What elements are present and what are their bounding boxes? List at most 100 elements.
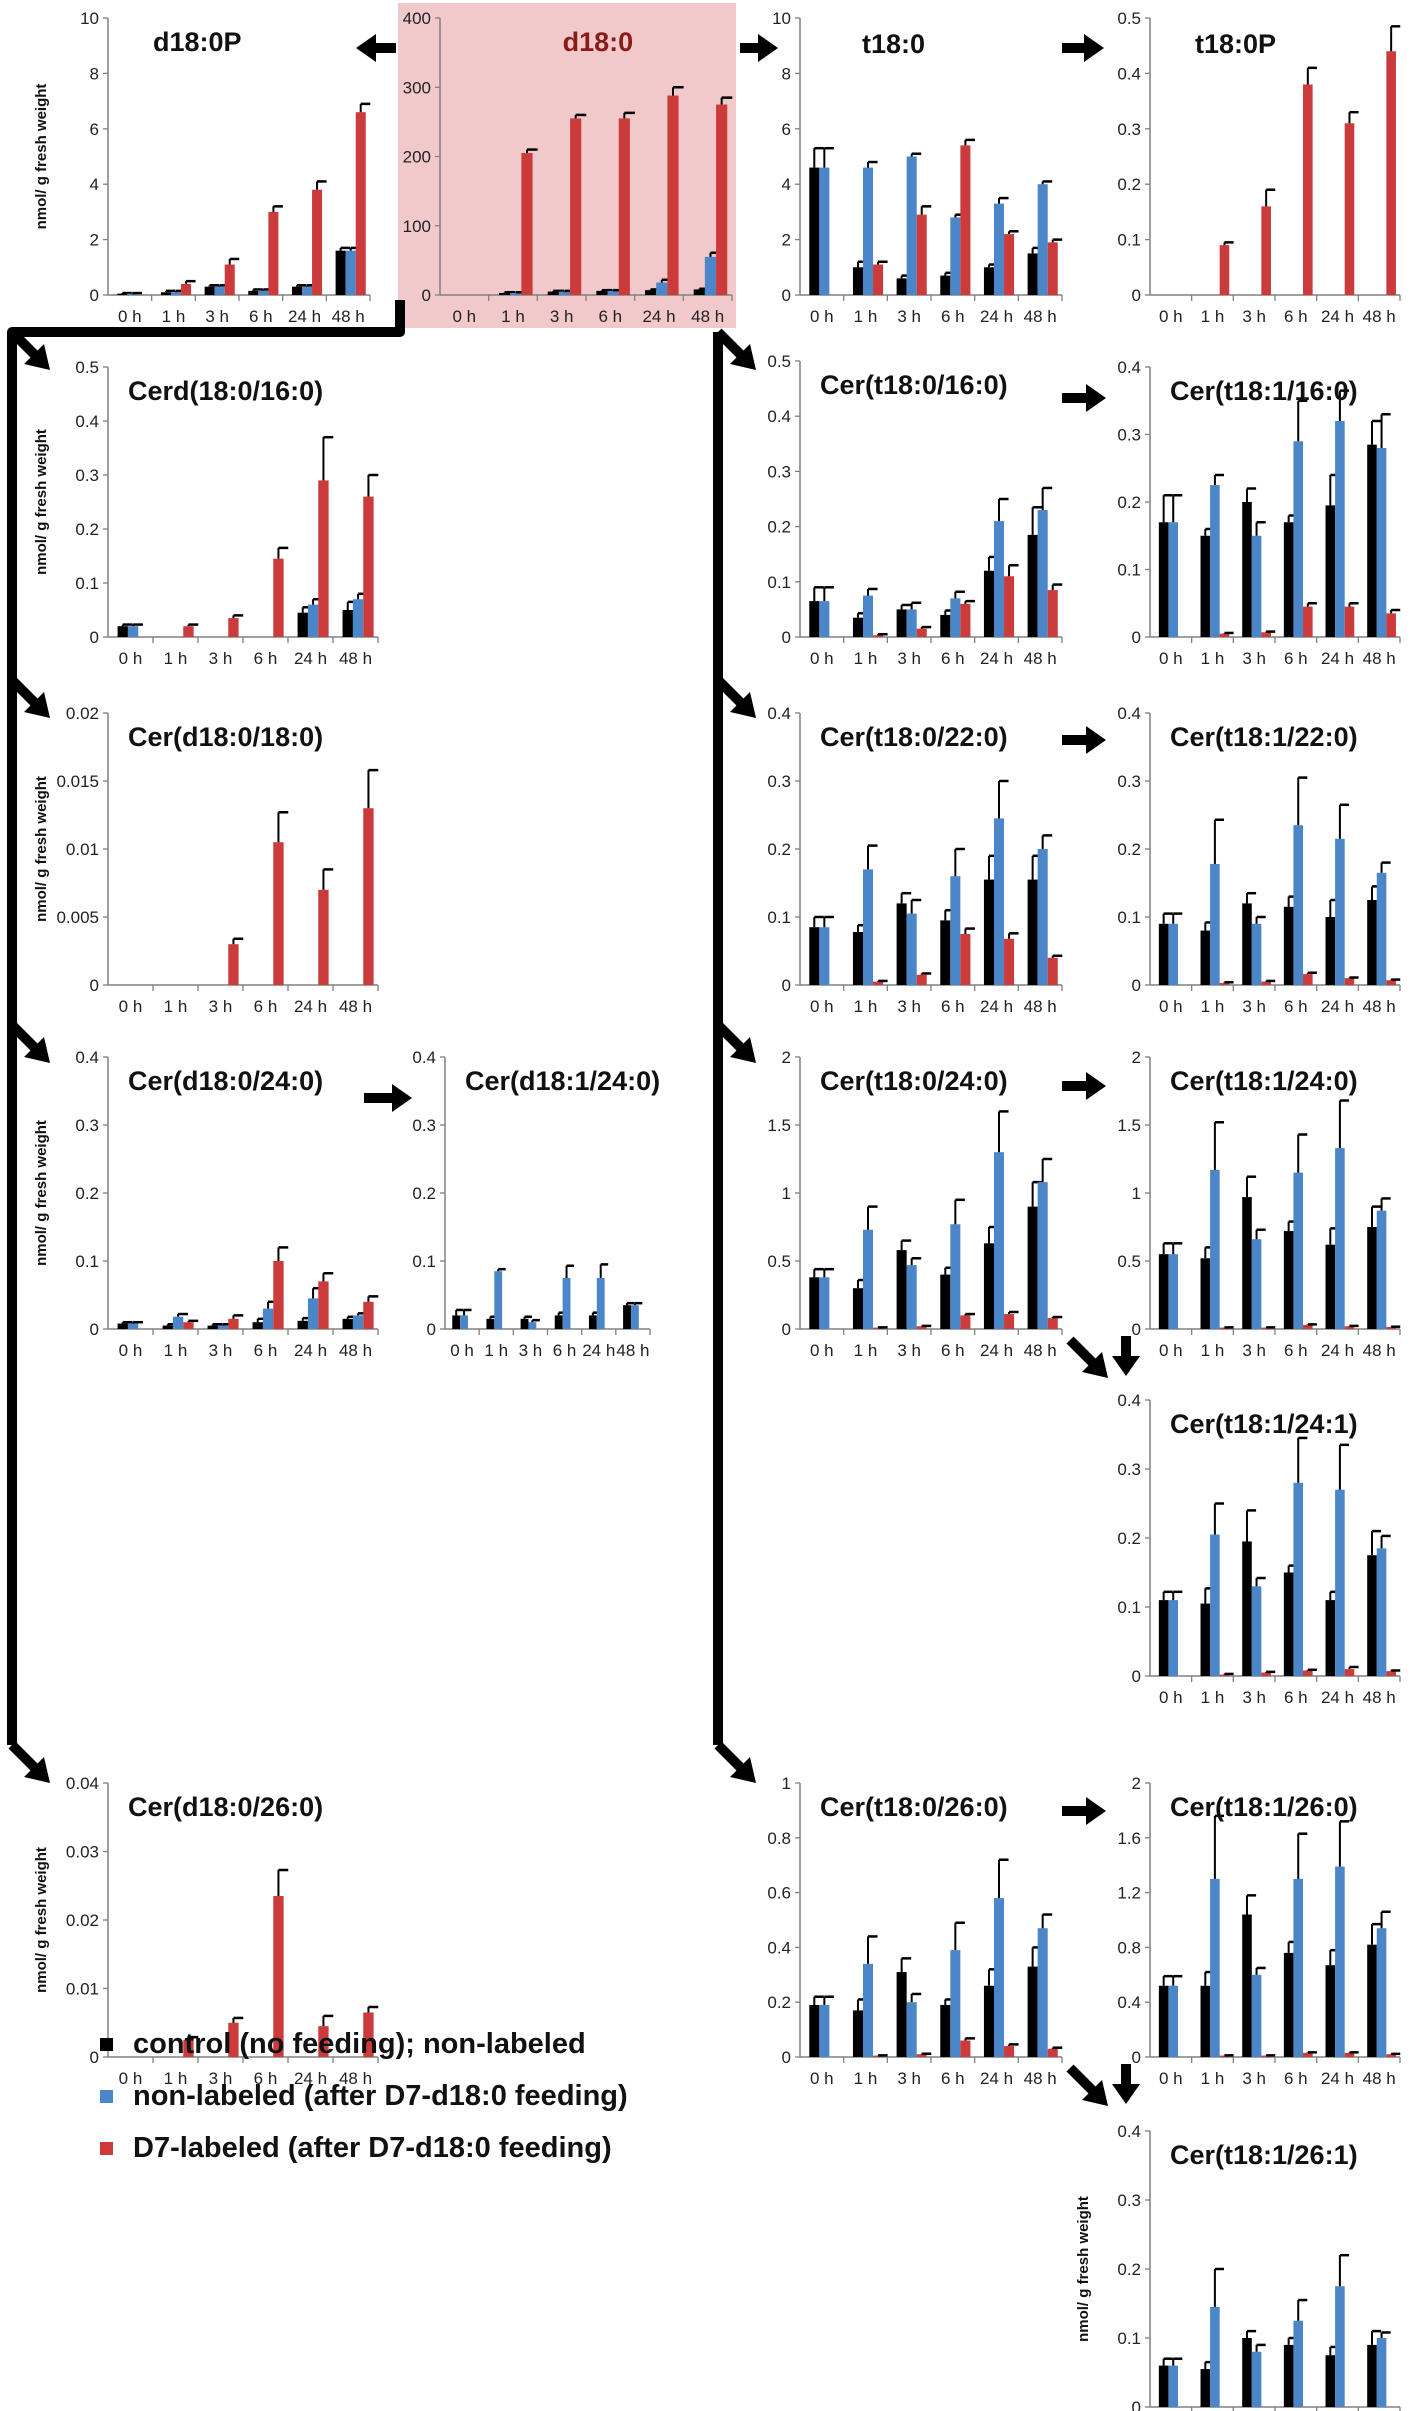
x-tick-label: 6 h [249, 307, 273, 326]
x-tick-label: 1 h [854, 2069, 878, 2088]
chart-title: Cer(t18:0/22:0) [820, 722, 1008, 752]
bar-control [1325, 1965, 1336, 2057]
bar-labeled [228, 1318, 239, 1329]
bar-nonlabeled [1335, 1148, 1345, 1329]
y-tick-label: 0.3 [767, 772, 791, 791]
x-tick-label: 3 h [550, 307, 574, 326]
x-tick-label: 6 h [254, 2069, 278, 2088]
bar-labeled [1047, 242, 1058, 295]
y-tick-label: 0.4 [1117, 1391, 1141, 1410]
y-tick-label: 0.4 [1117, 64, 1141, 83]
y-axis-label: nmol/ g fresh weight [33, 429, 50, 575]
y-tick-label: 0.4 [1117, 358, 1141, 377]
y-tick-label: 0.015 [56, 772, 99, 791]
bar-control [983, 570, 994, 637]
bar-nonlabeled [301, 286, 313, 295]
bar-labeled [1303, 974, 1313, 985]
chart-title: Cer(t18:1/24:0) [1170, 1066, 1358, 1096]
x-tick-label: 6 h [1284, 1688, 1308, 1707]
y-tick-label: 0.2 [767, 518, 791, 537]
chart-title: Cer(t18:1/16:0) [1170, 376, 1358, 406]
legend-label-labeled: D7-labeled (after D7-d18:0 feeding) [133, 2131, 612, 2164]
y-axis-label: nmol/ g fresh weight [33, 84, 50, 230]
bar-control [1158, 923, 1169, 985]
bar-nonlabeled [1037, 849, 1048, 985]
bar-labeled [1344, 606, 1355, 637]
y-tick-label: 400 [403, 9, 431, 28]
x-tick-label: 6 h [1284, 2069, 1308, 2088]
x-tick-label: 24 h [1321, 997, 1354, 1016]
bar-labeled [1047, 2048, 1058, 2057]
y-tick-label: 0 [422, 286, 431, 305]
bar-nonlabeled [993, 1898, 1005, 2057]
x-tick-label: 48 h [332, 307, 365, 326]
bar-labeled [916, 214, 927, 295]
chart-cer_t18_1_24_0: 0 0.5 1 1.5 2 0 h 1 h 3 h 6 h 24 h 48 h Cer(t18:1/2… [1117, 1048, 1401, 1360]
bar-nonlabeled [352, 599, 364, 637]
bar-control [1242, 1541, 1252, 1676]
y-tick-label: 0.005 [56, 908, 99, 927]
bar-nonlabeled [630, 1305, 639, 1329]
x-tick-label: 48 h [691, 307, 724, 326]
bar-nonlabeled [862, 595, 874, 637]
bar-control [1367, 1227, 1377, 1329]
bar-control [809, 601, 820, 637]
y-tick-label: 0 [427, 1320, 436, 1339]
y-tick-label: 0.4 [75, 1048, 99, 1067]
x-tick-label: 3 h [209, 649, 233, 668]
y-tick-label: 2 [782, 1048, 791, 1067]
y-axis-label: nmol/ g fresh weight [33, 776, 50, 922]
bar-labeled [960, 1315, 971, 1329]
bar-control [1283, 1572, 1294, 1676]
bar-control [596, 290, 608, 295]
chart-title: d18:0P [153, 27, 242, 57]
bar-nonlabeled [127, 1323, 139, 1329]
x-tick-label: 24 h [582, 1341, 615, 1360]
y-tick-label: 0.8 [1117, 1938, 1141, 1957]
bar-labeled [224, 264, 235, 295]
y-tick-label: 0.4 [1117, 704, 1141, 723]
bar-nonlabeled [906, 913, 917, 985]
bar-labeled [873, 264, 884, 295]
bar-labeled [873, 981, 884, 985]
bar-nonlabeled [862, 1963, 874, 2057]
bar-nonlabeled [460, 1315, 468, 1329]
bar-nonlabeled [1168, 522, 1179, 637]
bar-nonlabeled [307, 1298, 319, 1329]
x-tick-label: 24 h [980, 997, 1013, 1016]
y-tick-label: 0.4 [1117, 1993, 1141, 2012]
bar-labeled [318, 480, 329, 637]
bar-labeled [1004, 1314, 1015, 1329]
y-tick-label: 0.1 [75, 574, 99, 593]
bar-labeled [181, 283, 192, 295]
bar-control [204, 286, 215, 295]
y-tick-label: 0.4 [767, 704, 791, 723]
y-tick-label: 0.4 [767, 407, 791, 426]
y-axis-label: nmol/ g fresh weight [33, 1847, 50, 1993]
x-tick-label: 24 h [642, 307, 675, 326]
x-tick-label: 48 h [1024, 1341, 1057, 1360]
y-tick-label: 0.2 [1117, 493, 1141, 512]
bar-nonlabeled [993, 203, 1005, 295]
y-tick-label: 0 [782, 286, 791, 305]
bar-nonlabeled [993, 1152, 1005, 1329]
arrowhead-22-0 [1086, 726, 1106, 754]
bar-nonlabeled [1335, 421, 1345, 637]
chart-title: d18:0 [563, 27, 634, 57]
y-tick-label: 0.1 [767, 573, 791, 592]
x-tick-label: 48 h [1363, 649, 1396, 668]
y-tick-label: 0.5 [1117, 9, 1141, 28]
x-tick-label: 24 h [980, 307, 1013, 326]
bar-nonlabeled [307, 604, 319, 637]
bar-nonlabeled [819, 927, 830, 985]
arrowhead-cerd-16 [24, 344, 50, 370]
bar-labeled [273, 1261, 284, 1329]
x-tick-label: 1 h [1201, 997, 1225, 1016]
bar-control [160, 292, 171, 295]
bar-labeled [916, 974, 927, 985]
bar-labeled [1261, 981, 1271, 985]
bar-nonlabeled [906, 1265, 917, 1329]
x-tick-label: 1 h [164, 1341, 188, 1360]
bar-labeled [268, 211, 279, 295]
bar-nonlabeled [862, 869, 874, 985]
